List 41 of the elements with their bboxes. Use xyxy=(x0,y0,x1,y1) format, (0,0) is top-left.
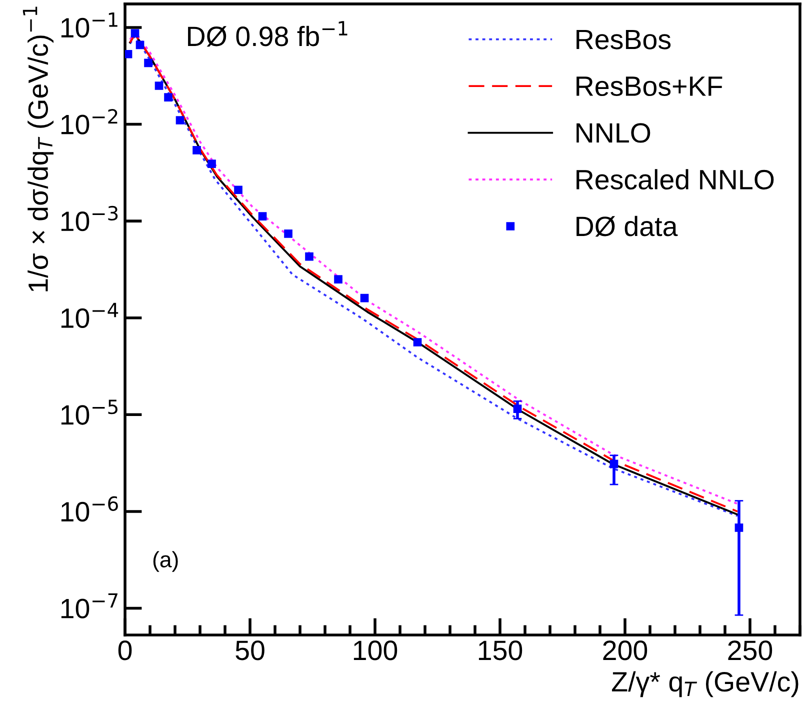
point xyxy=(125,50,132,58)
point xyxy=(413,338,422,346)
legend-label: NNLO xyxy=(576,123,650,143)
legend-label: ResBos xyxy=(576,30,671,50)
point xyxy=(334,275,342,284)
point xyxy=(234,186,242,194)
x-tick-label: 100 xyxy=(354,640,398,660)
x-tick-label: 150 xyxy=(478,640,522,660)
point xyxy=(284,230,292,238)
point xyxy=(610,460,618,468)
y-tick-label: 10$^{−3}$ xyxy=(61,206,118,232)
point xyxy=(258,212,267,220)
y-axis-title: 1/σ × dσ/dq$_{T}$ (GeV/c)$^{−1}$ xyxy=(22,6,54,292)
point xyxy=(176,116,184,124)
y-tick-label: 10$^{−4}$ xyxy=(61,302,118,328)
point xyxy=(164,93,172,102)
y-tick-label: 10$^{−2}$ xyxy=(61,109,118,134)
point xyxy=(130,29,140,38)
point xyxy=(208,160,216,168)
point xyxy=(513,404,522,413)
point xyxy=(305,252,314,261)
point xyxy=(360,294,369,302)
annotation: DØ 0.98 fb$^{−1}$ xyxy=(188,21,348,47)
point xyxy=(136,40,144,50)
x-tick-label: 50 xyxy=(236,640,264,660)
y-tick-label: 10$^{−5}$ xyxy=(61,400,118,425)
legend-label: DØ data xyxy=(576,216,678,237)
point xyxy=(154,82,164,90)
y-tick-label: 10$^{−1}$ xyxy=(61,12,118,38)
x-tick-label: 200 xyxy=(603,640,648,660)
point xyxy=(734,524,744,532)
x-tick-label: 0 xyxy=(118,640,132,660)
y-tick-label: 10$^{−6}$ xyxy=(61,496,118,522)
annotation: (a) xyxy=(153,551,178,572)
x-tick-label: 250 xyxy=(728,640,772,660)
point xyxy=(192,146,201,154)
y-tick-label: 10$^{−7}$ xyxy=(61,593,118,618)
x-axis-title: Z/γ* q$_{T}$ (GeV/c) xyxy=(612,671,798,698)
legend-label: Rescaled NNLO xyxy=(576,169,774,190)
legend-label: ResBos+KF xyxy=(576,76,722,96)
point xyxy=(144,58,152,68)
